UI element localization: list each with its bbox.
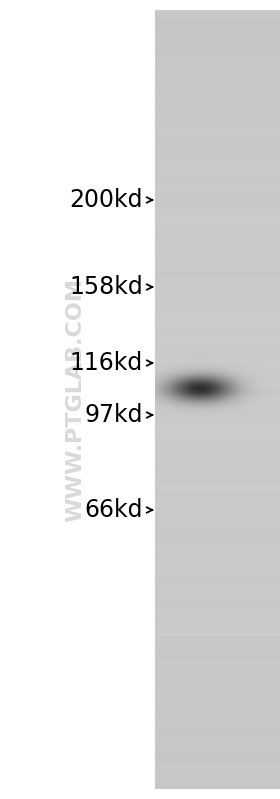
Text: WWW.PTGLAB.COM: WWW.PTGLAB.COM: [65, 278, 85, 522]
Text: 66kd: 66kd: [85, 498, 143, 522]
Text: 116kd: 116kd: [70, 351, 143, 375]
Text: 158kd: 158kd: [69, 275, 143, 299]
Text: 97kd: 97kd: [85, 403, 143, 427]
Text: 200kd: 200kd: [69, 188, 143, 212]
